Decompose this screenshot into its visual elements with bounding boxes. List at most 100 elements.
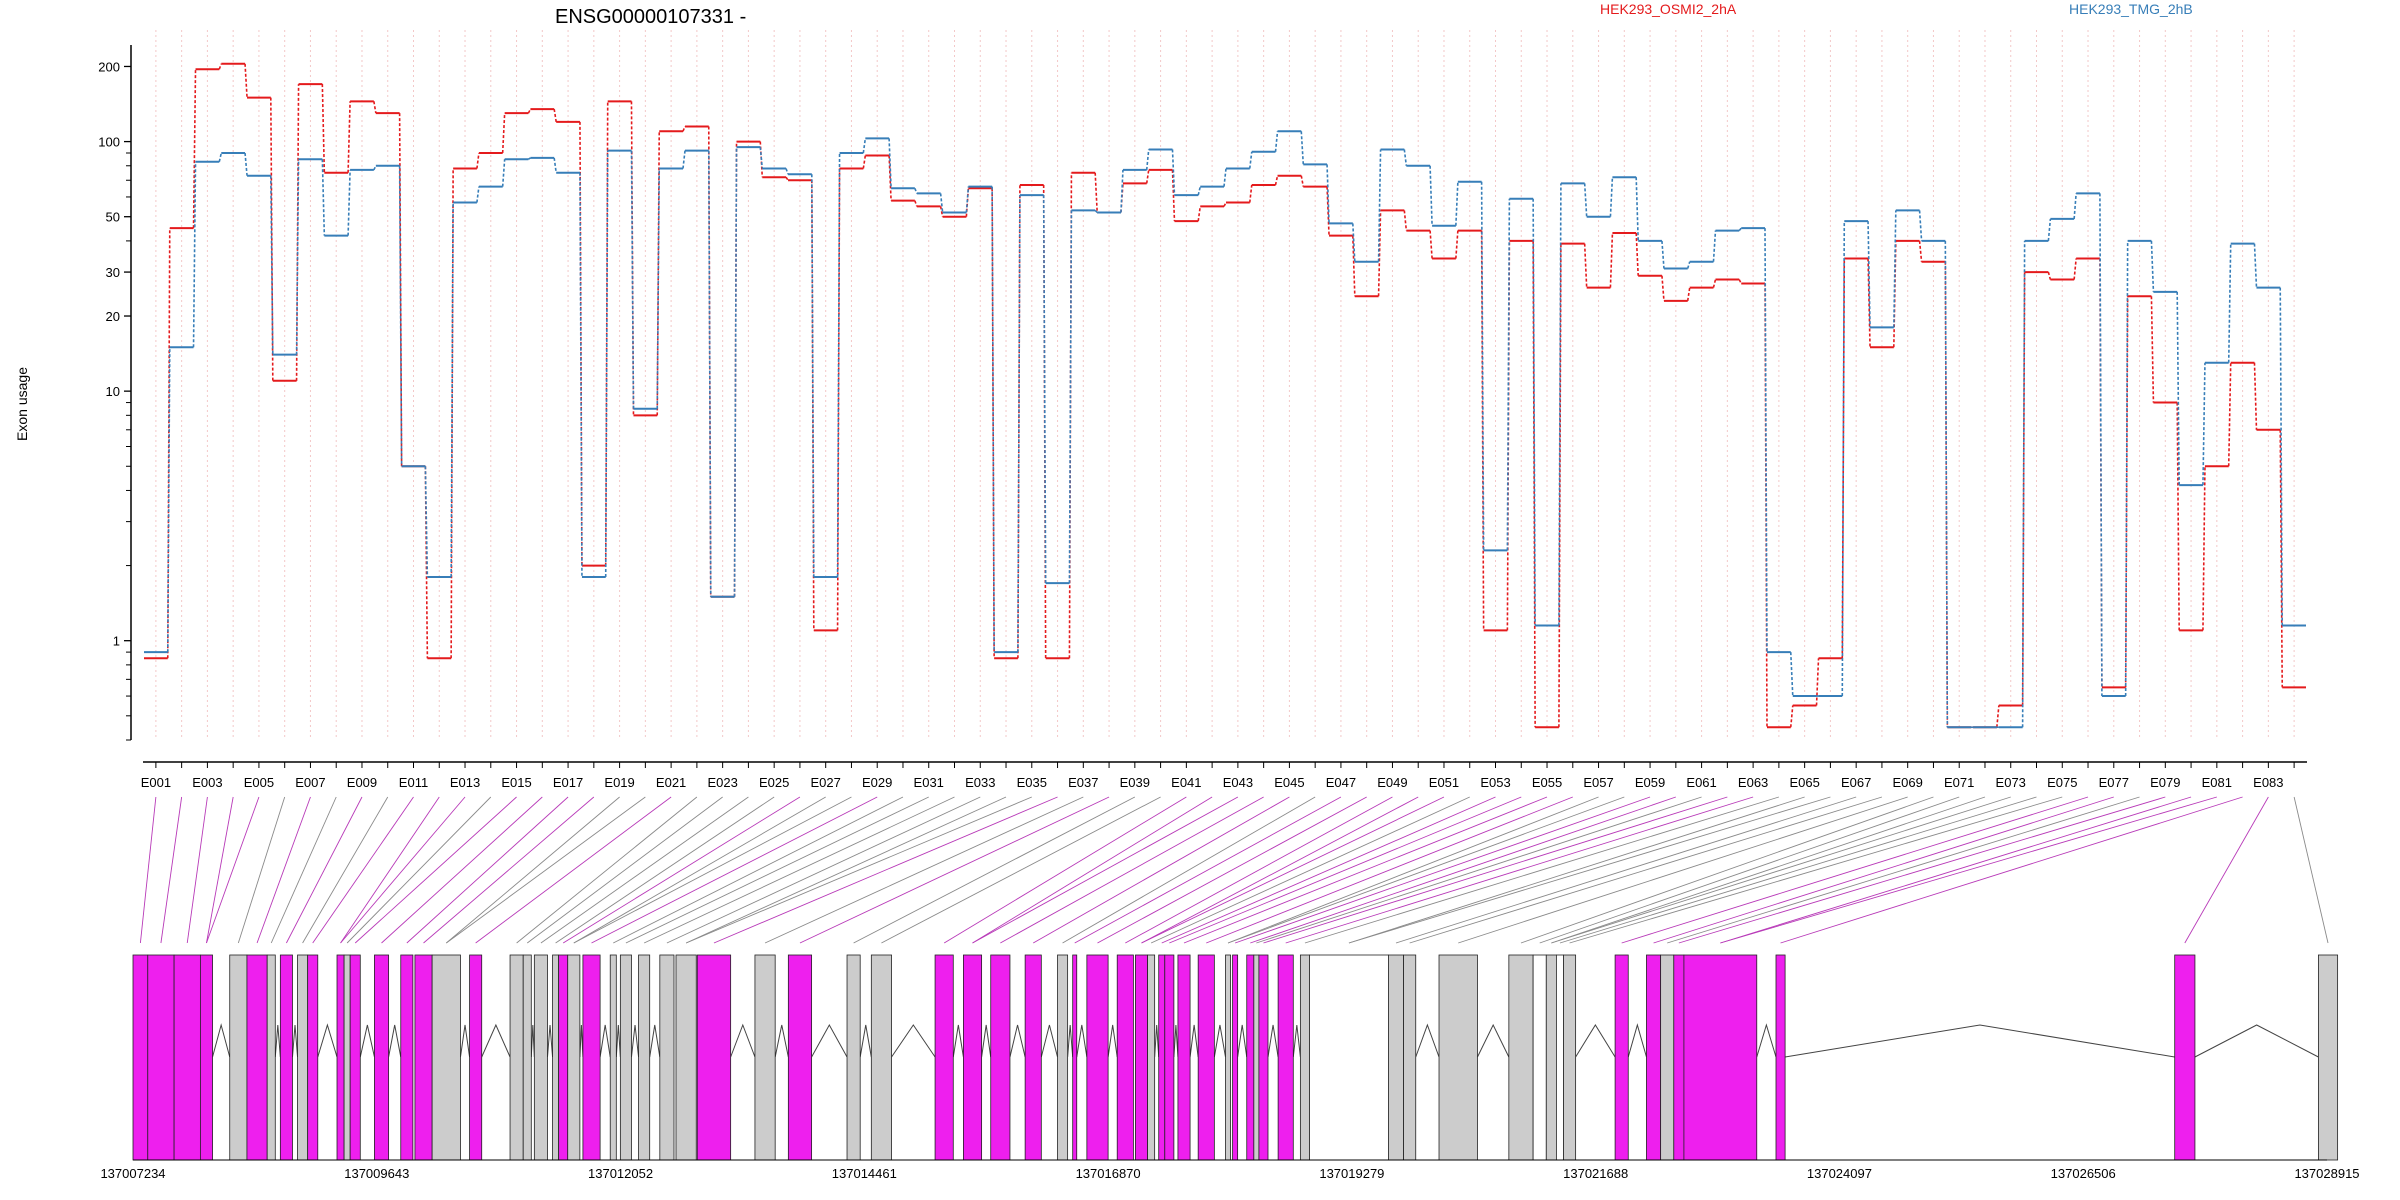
x-tick-label: E009	[347, 775, 377, 790]
exon-block	[1164, 954, 1175, 1161]
exon-connector	[256, 796, 311, 944]
series-connector	[553, 157, 557, 173]
series-connector	[347, 169, 351, 236]
series-connector	[192, 69, 197, 229]
intron-line	[774, 1024, 789, 1058]
series-connector	[1068, 210, 1073, 584]
exon-block	[609, 954, 617, 1161]
exon-block	[279, 954, 293, 1161]
exon-block	[343, 954, 351, 1161]
x-tick-label: E027	[811, 775, 841, 790]
series-connector	[2227, 362, 2232, 467]
series-connector	[1893, 210, 1897, 328]
exon-connector	[613, 796, 904, 944]
series-connector	[630, 150, 635, 409]
genomic-tick-label: 137028915	[2294, 1166, 2359, 1181]
series-lines	[144, 62, 2306, 729]
exon-block	[1545, 954, 1557, 1161]
series-connector	[1841, 258, 1846, 659]
series-connector	[1197, 186, 1202, 196]
exon-block	[1673, 954, 1685, 1161]
exon-block	[2317, 954, 2339, 1161]
legend-entry-osmi2: HEK293_OSMI2_2hA	[1600, 1, 1737, 17]
x-tick-label: E039	[1120, 775, 1150, 790]
series-connector	[1996, 705, 2000, 728]
intron-line	[649, 1024, 661, 1058]
genomic-tick-label: 137016870	[1076, 1166, 1141, 1181]
series-connector	[1248, 184, 1253, 203]
exon-block	[1258, 954, 1269, 1161]
exon-connector	[475, 796, 672, 944]
series-0	[144, 62, 2306, 729]
series-connector	[1403, 149, 1408, 166]
series-connector	[2021, 240, 2026, 728]
exon-block	[1660, 954, 1675, 1161]
series-connector	[166, 347, 171, 653]
exon-connector	[1395, 796, 1857, 944]
series-connector	[1583, 183, 1588, 217]
series-connector	[244, 152, 248, 176]
genomic-tick-label: 137014461	[832, 1166, 897, 1181]
series-connector	[939, 206, 944, 217]
exon-block	[307, 954, 319, 1161]
x-tick-label: E067	[1841, 775, 1871, 790]
series-connector	[604, 150, 609, 577]
exon-block	[1116, 954, 1134, 1161]
series-connector	[398, 113, 403, 467]
exon-block	[870, 954, 892, 1161]
y-axis: 1 10 20 30 50 100 200	[98, 45, 132, 741]
x-tick-label: E031	[914, 775, 944, 790]
exon-block	[1299, 954, 1310, 1161]
y-tick-label: 1	[113, 634, 120, 649]
series-connector	[1918, 240, 1923, 262]
series-connector	[1429, 230, 1433, 259]
exon-block	[675, 954, 697, 1161]
intron-line	[730, 1023, 756, 1058]
x-tick-label: E047	[1326, 775, 1356, 790]
exon-connector	[591, 796, 878, 944]
exon-connector	[1621, 796, 2089, 944]
series-connector	[939, 193, 944, 213]
series-connector	[1094, 209, 1098, 214]
series-connector	[1455, 181, 1459, 226]
exon-block	[1147, 954, 1156, 1161]
chart-title: ENSG00000107331 -	[555, 6, 746, 28]
series-connector	[1661, 240, 1665, 269]
exon-connector	[713, 796, 1058, 944]
x-tick-label: E045	[1274, 775, 1304, 790]
series-connector	[2047, 218, 2052, 241]
series-connector	[2253, 362, 2258, 430]
series-connector	[682, 126, 686, 132]
exon-connector	[1653, 796, 2114, 944]
exon-connector	[1348, 796, 1831, 944]
exon-connector	[666, 796, 981, 944]
series-connector	[347, 101, 351, 173]
series-connector	[811, 174, 815, 577]
series-connector	[759, 147, 764, 169]
exon-block	[1158, 954, 1166, 1161]
series-connector	[1455, 230, 1459, 259]
series-connector	[604, 101, 609, 566]
exon-connector	[1227, 796, 1599, 944]
intron-line	[291, 1024, 299, 1058]
x-tick-label: E055	[1532, 775, 1562, 790]
series-connector	[218, 63, 223, 70]
intron-line	[811, 1023, 848, 1058]
intron-line	[579, 1024, 584, 1058]
series-connector	[1867, 221, 1871, 328]
exon-block	[754, 954, 776, 1161]
series-connector	[2279, 287, 2284, 626]
series-connector	[1300, 131, 1305, 165]
series-connector	[888, 155, 892, 201]
exon-block	[1438, 954, 1478, 1161]
exon-block	[990, 954, 1011, 1161]
series-connector	[1532, 240, 1536, 728]
exon-connector	[1458, 796, 1908, 944]
exon-connector	[1234, 796, 1651, 944]
y-tick-label: 10	[106, 384, 120, 399]
series-connector	[2176, 402, 2180, 631]
exon-connector	[540, 796, 749, 944]
series-connector	[914, 200, 918, 207]
x-tick-label: E079	[2150, 775, 2180, 790]
x-tick-label: E063	[1738, 775, 1768, 790]
